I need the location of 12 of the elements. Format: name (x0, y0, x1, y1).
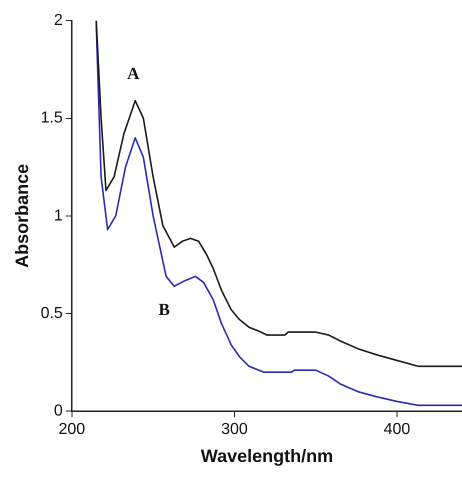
series-label: A (127, 64, 140, 84)
x-tick-label: 300 (221, 421, 248, 438)
y-tick-label: 0.5 (40, 304, 63, 322)
y-tick-label: 2 (54, 12, 63, 30)
y-axis-title: Absorbance (12, 164, 32, 268)
y-tick-label: 1 (54, 207, 63, 224)
series-label: B (158, 300, 170, 319)
y-tick-label: 0 (54, 402, 63, 420)
x-tick-label: 200 (58, 421, 86, 438)
x-tick-label: 400 (384, 421, 410, 438)
x-axis-title: Wavelength/nm (200, 446, 334, 466)
y-tick-label: 1.5 (40, 110, 63, 127)
